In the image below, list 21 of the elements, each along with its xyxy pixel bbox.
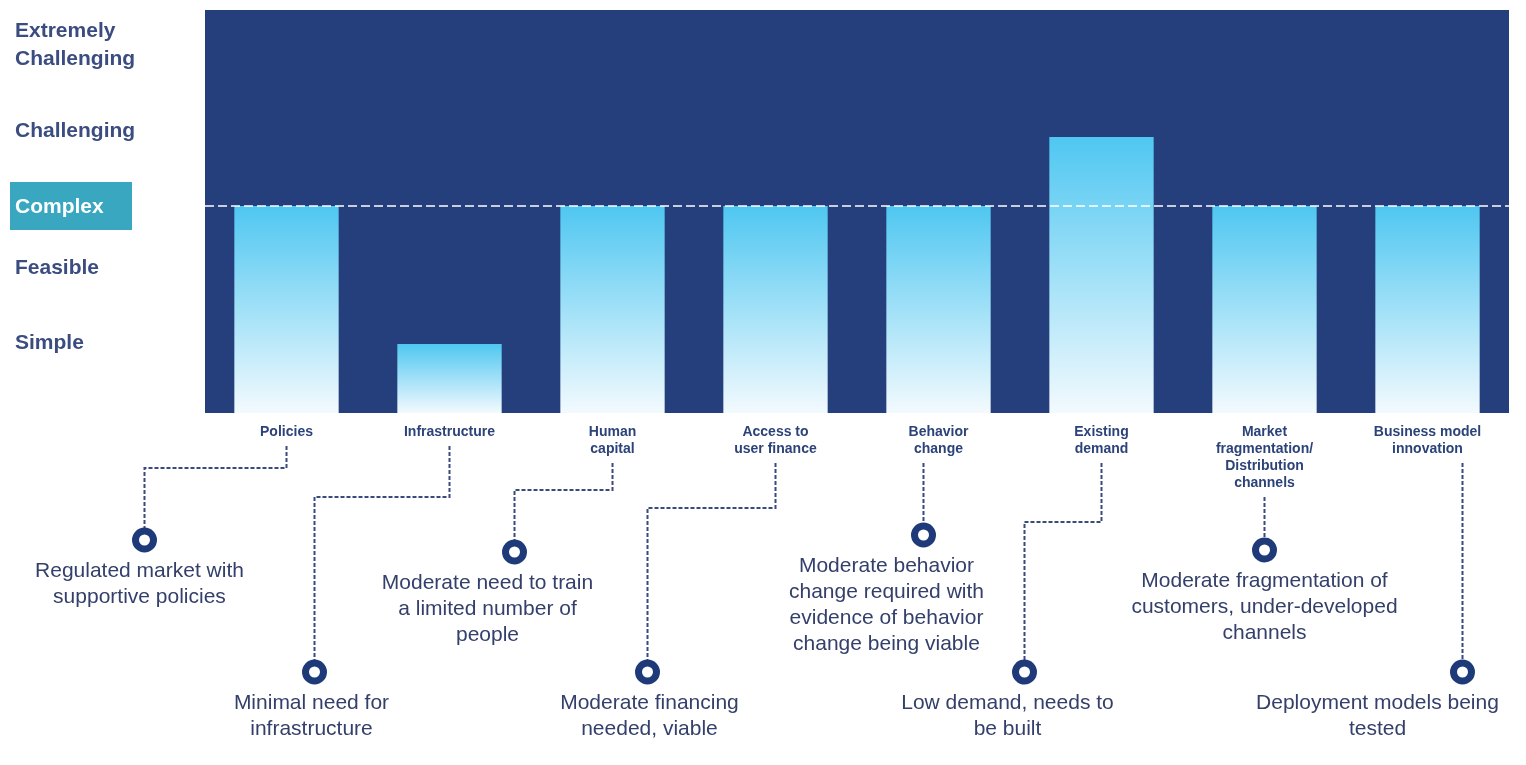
text: Deployment models being tested [1255,689,1500,741]
text: Moderate financing needed, viable [559,689,740,741]
x-tick-label: Infrastructure [403,423,496,440]
text: Feasible [15,254,101,280]
ref-line-label: Complex [15,193,105,219]
x-tick-label: Human capital [587,423,638,457]
x-tick-label: Business model innovation [1372,423,1483,457]
x-tick-label: Existing demand [1073,423,1130,457]
text: Challenging [15,117,137,143]
text: Moderate need to train a limited number of people [380,569,595,647]
x-tick-label: Policies [259,423,314,440]
x-tick-label: Market fragmentation/ Distribution channels [1214,423,1315,491]
x-tick-label: Behavior change [907,423,970,457]
text: Moderate fragmentation of customers, under-developed channels [1130,567,1399,645]
text: Moderate behavior change required with evidence of behavior change being viable [788,552,985,656]
text: Simple [15,329,85,355]
text: Minimal need for infrastructure [232,689,391,741]
text: Extremely Challenging [15,17,137,71]
text: Low demand, needs to be built [900,689,1115,741]
text: Regulated market with supportive policies [34,557,245,609]
x-tick-label: Access to user finance [733,423,818,457]
